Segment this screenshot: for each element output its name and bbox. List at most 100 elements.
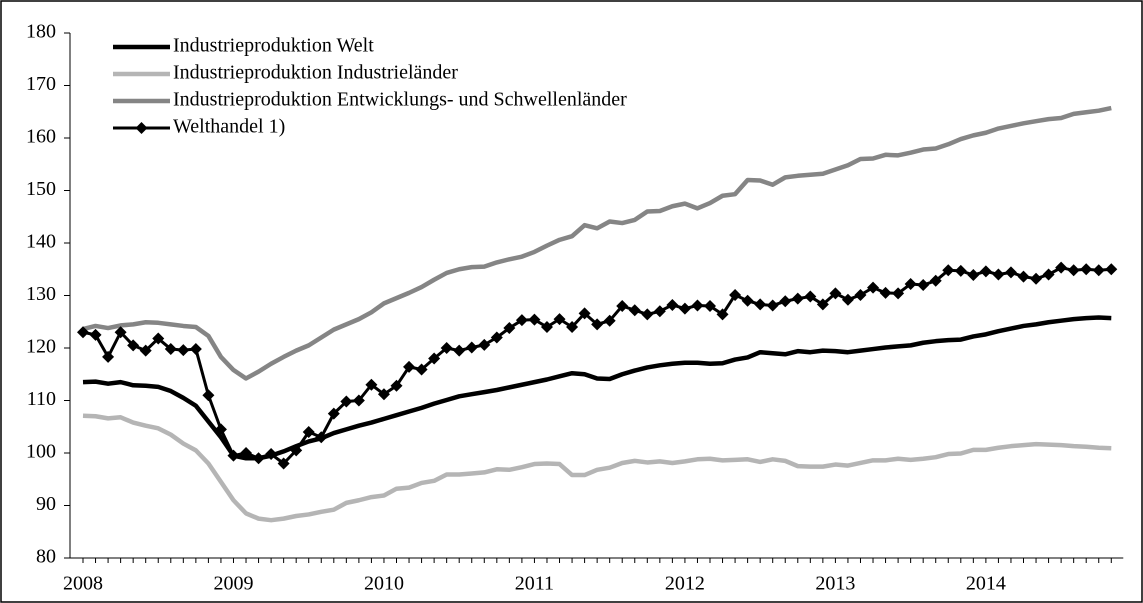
legend-label: Industrieproduktion Entwicklungs- und Sc…: [173, 89, 627, 111]
x-tick-label: 2011: [515, 573, 554, 595]
data-marker: [102, 350, 115, 363]
data-marker: [704, 300, 716, 312]
data-marker: [566, 321, 579, 333]
data-marker: [302, 426, 315, 438]
data-marker: [315, 431, 328, 444]
data-marker: [1017, 270, 1030, 283]
data-marker: [917, 279, 930, 291]
data-marker: [553, 313, 566, 326]
data-marker: [189, 343, 202, 356]
data-marker: [1080, 263, 1093, 276]
data-marker: [240, 447, 253, 459]
data-marker: [841, 293, 854, 306]
data-marker: [779, 295, 792, 308]
data-marker: [678, 302, 691, 315]
series-line: [82, 413, 1112, 523]
data-marker: [992, 268, 1005, 281]
data-marker: [365, 378, 378, 391]
data-marker: [340, 395, 353, 408]
y-tick-label: 150: [26, 178, 56, 200]
x-tick-label: 2008: [63, 573, 103, 595]
data-marker: [515, 314, 528, 327]
data-marker: [202, 389, 215, 402]
data-marker: [929, 274, 942, 287]
data-marker: [754, 298, 767, 311]
data-marker: [252, 452, 265, 465]
y-tick-label: 180: [26, 21, 56, 43]
legend-label: Welthandel 1): [173, 116, 285, 138]
data-marker: [277, 457, 290, 470]
data-marker: [741, 294, 754, 307]
data-marker: [591, 318, 604, 331]
y-tick-label: 130: [26, 283, 56, 305]
data-marker: [942, 264, 955, 277]
data-marker: [892, 287, 905, 300]
series-line: [82, 105, 1112, 381]
data-marker: [152, 332, 165, 345]
data-marker: [766, 299, 779, 312]
y-tick-label: 110: [27, 388, 56, 410]
data-marker: [628, 304, 641, 317]
data-marker: [164, 343, 177, 356]
data-marker: [327, 407, 340, 420]
legend-label: Industrieproduktion Industrieländer: [173, 62, 458, 84]
x-tick-label: 2012: [665, 573, 705, 595]
data-marker: [666, 298, 679, 311]
data-marker: [265, 448, 278, 461]
data-marker: [1092, 264, 1105, 277]
data-marker: [691, 299, 704, 312]
y-tick-label: 120: [26, 336, 56, 358]
y-tick-label: 80: [36, 546, 56, 568]
y-tick-label: 100: [26, 441, 56, 463]
data-marker: [214, 423, 227, 436]
data-marker: [227, 449, 240, 462]
data-marker: [390, 379, 403, 392]
data-marker: [503, 322, 516, 335]
y-tick-label: 160: [26, 126, 56, 148]
data-marker: [1055, 261, 1068, 274]
data-marker: [540, 321, 553, 333]
y-tick-label: 170: [26, 73, 56, 95]
data-marker: [139, 344, 152, 357]
data-marker: [77, 326, 89, 339]
data-marker: [729, 288, 742, 301]
x-tick-label: 2013: [815, 573, 855, 595]
data-marker: [403, 360, 416, 373]
data-marker: [641, 308, 654, 321]
data-marker: [1030, 272, 1043, 285]
data-marker: [440, 342, 453, 354]
y-tick-label: 140: [26, 231, 56, 253]
data-marker: [1105, 263, 1118, 276]
data-marker: [478, 338, 491, 351]
data-marker: [879, 286, 892, 299]
data-marker: [791, 292, 804, 305]
data-marker: [415, 363, 428, 376]
data-marker: [804, 290, 817, 303]
data-marker: [453, 344, 466, 357]
data-marker: [1004, 266, 1017, 279]
data-marker: [616, 300, 629, 312]
x-tick-label: 2010: [364, 573, 404, 595]
data-marker: [816, 298, 829, 311]
x-tick-label: 2009: [213, 573, 253, 595]
data-marker: [904, 277, 917, 290]
data-marker: [428, 352, 441, 365]
data-marker: [954, 264, 967, 277]
data-marker: [829, 287, 842, 300]
y-tick-label: 90: [36, 493, 56, 515]
data-marker: [1042, 268, 1055, 281]
x-tick-label: 2014: [966, 573, 1006, 595]
legend-marker: [135, 122, 148, 134]
data-marker: [89, 328, 102, 341]
data-marker: [377, 388, 390, 401]
data-marker: [867, 281, 880, 294]
data-marker: [653, 305, 666, 318]
data-marker: [603, 314, 616, 327]
data-marker: [854, 288, 867, 301]
data-marker: [114, 326, 127, 339]
data-marker: [1067, 264, 1080, 277]
data-marker: [177, 344, 190, 357]
data-marker: [528, 313, 541, 326]
